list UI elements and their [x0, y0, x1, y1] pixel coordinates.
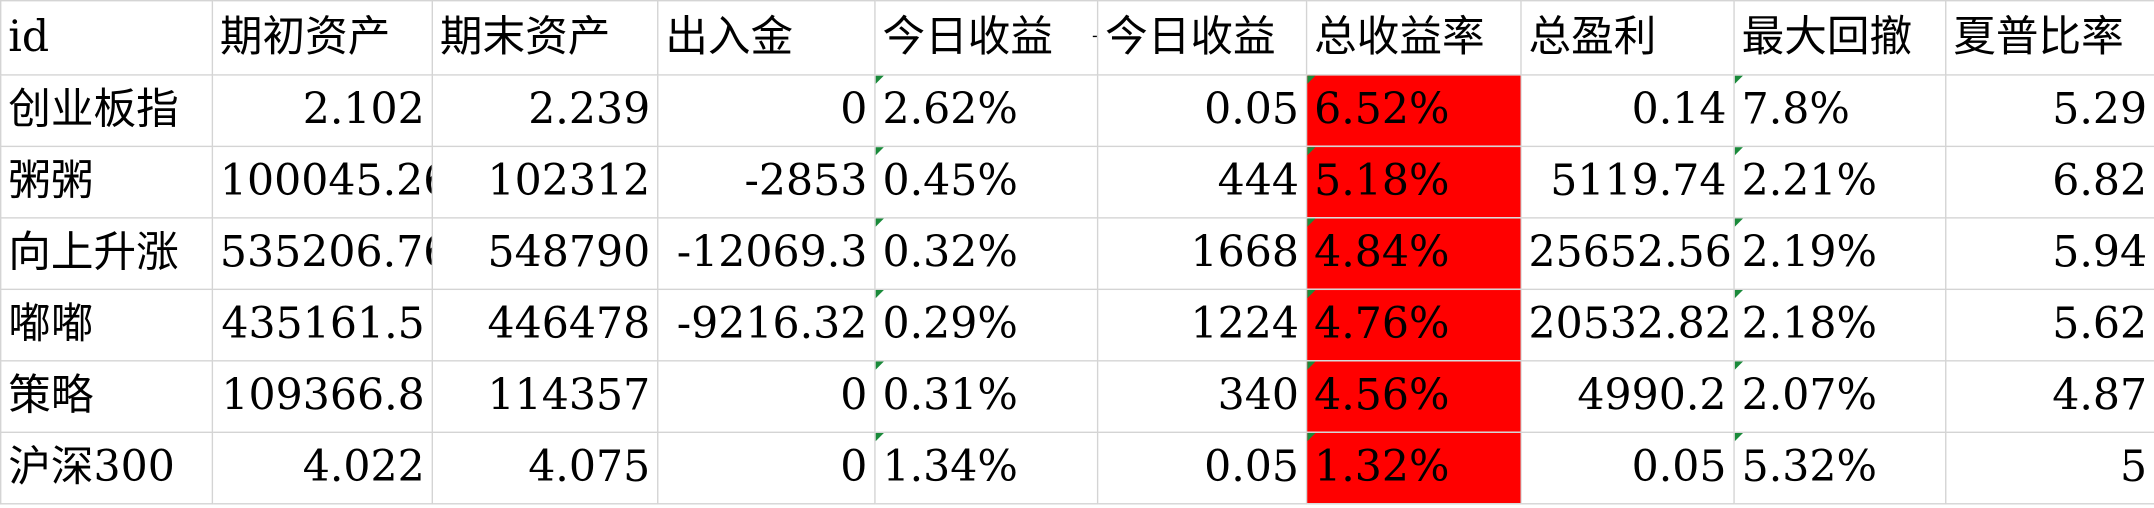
- cell-total-return-rate[interactable]: 1.32%: [1305, 431, 1522, 505]
- cell-today-return-pct[interactable]: 2.62%: [874, 74, 1099, 148]
- header-cell-max-drawdown[interactable]: 最大回撤: [1733, 0, 1947, 76]
- cell-today-return[interactable]: 444: [1096, 145, 1308, 219]
- cell-today-return[interactable]: 1668: [1096, 217, 1308, 291]
- cell-closing-assets[interactable]: 548790: [431, 217, 659, 291]
- text-number-marker-icon: [1307, 433, 1316, 442]
- text-number-marker-icon: [876, 362, 884, 370]
- header-cell-cash-flow[interactable]: 出入金: [657, 0, 876, 76]
- cell-today-return[interactable]: 340: [1096, 360, 1308, 433]
- cell-id[interactable]: 创业板指: [0, 74, 214, 148]
- cell-total-return-rate[interactable]: 6.52%: [1305, 74, 1522, 148]
- cell-sharpe-ratio[interactable]: 5.62: [1945, 288, 2154, 362]
- header-row: id 期初资产 期末资产 出入金 今日收益 今日收益 总收益率 总盈利 最大回撤…: [0, 0, 2154, 76]
- cell-total-profit[interactable]: 0.14: [1520, 74, 1735, 148]
- cell-sharpe-ratio[interactable]: 5: [1945, 431, 2154, 505]
- cell-closing-assets[interactable]: 2.239: [431, 74, 659, 148]
- text-number-marker-icon: [1307, 290, 1316, 299]
- cell-max-drawdown[interactable]: 7.8%: [1733, 74, 1947, 148]
- cell-closing-assets[interactable]: 4.075: [431, 431, 659, 505]
- cell-max-drawdown[interactable]: 2.18%: [1733, 288, 1947, 362]
- cell-id[interactable]: 粥粥: [0, 145, 214, 219]
- cell-sharpe-ratio[interactable]: 4.87: [1945, 360, 2154, 433]
- cell-total-profit[interactable]: 20532.82: [1520, 288, 1735, 362]
- cell-today-return-pct[interactable]: 0.31%: [874, 360, 1099, 433]
- text-number-marker-icon: [1735, 76, 1743, 84]
- cell-sharpe-ratio[interactable]: 5.94: [1945, 217, 2154, 291]
- table-row: 粥粥 100045.26 102312 -2853 0.45% 444 5.18…: [0, 145, 2154, 219]
- cell-total-return-rate[interactable]: 4.84%: [1305, 217, 1522, 291]
- text-number-marker-icon: [1735, 362, 1743, 370]
- header-cell-closing-assets[interactable]: 期末资产: [431, 0, 659, 76]
- text-number-marker-icon: [1307, 147, 1316, 156]
- header-cell-today-return-pct[interactable]: 今日收益: [874, 0, 1099, 76]
- cell-id[interactable]: 沪深300: [0, 431, 214, 505]
- cell-total-return-rate[interactable]: 5.18%: [1305, 145, 1522, 219]
- table-row: 沪深300 4.022 4.075 0 1.34% 0.05 1.32% 0.0…: [0, 431, 2154, 505]
- cell-cash-flow[interactable]: -9216.32: [657, 288, 876, 362]
- cell-opening-assets[interactable]: 2.102: [211, 74, 433, 148]
- cell-total-profit[interactable]: 25652.56: [1520, 217, 1735, 291]
- cell-max-drawdown[interactable]: 5.32%: [1733, 431, 1947, 505]
- cell-cash-flow[interactable]: -2853: [657, 145, 876, 219]
- text-number-marker-icon: [876, 290, 884, 299]
- cell-max-drawdown[interactable]: 2.21%: [1733, 145, 1947, 219]
- cell-opening-assets[interactable]: 435161.5: [211, 288, 433, 362]
- text-number-marker-icon: [1307, 76, 1316, 84]
- cell-today-return-pct[interactable]: 0.29%: [874, 288, 1099, 362]
- header-cell-opening-assets[interactable]: 期初资产: [211, 0, 433, 76]
- cell-opening-assets[interactable]: 109366.8: [211, 360, 433, 433]
- cell-max-drawdown[interactable]: 2.07%: [1733, 360, 1947, 433]
- header-cell-id[interactable]: id: [0, 0, 214, 76]
- cell-today-return-pct[interactable]: 0.32%: [874, 217, 1099, 291]
- cell-total-profit[interactable]: 0.05: [1520, 431, 1735, 505]
- cell-id[interactable]: 嘟嘟: [0, 288, 214, 362]
- text-number-marker-icon: [876, 76, 884, 84]
- text-number-marker-icon: [876, 147, 884, 156]
- header-cell-total-return-rate[interactable]: 总收益率: [1305, 0, 1522, 76]
- cell-max-drawdown[interactable]: 2.19%: [1733, 217, 1947, 291]
- cell-today-return[interactable]: 0.05: [1096, 74, 1308, 148]
- cell-today-return[interactable]: 0.05: [1096, 431, 1308, 505]
- header-cell-today-return[interactable]: 今日收益: [1096, 0, 1308, 76]
- cell-today-return-pct[interactable]: 0.45%: [874, 145, 1099, 219]
- table-row: 策略 109366.8 114357 0 0.31% 340 4.56% 499…: [0, 360, 2154, 433]
- text-number-marker-icon: [1307, 362, 1316, 370]
- header-cell-sharpe-ratio[interactable]: 夏普比率: [1945, 0, 2154, 76]
- cell-today-return[interactable]: 1224: [1096, 288, 1308, 362]
- cell-today-return-pct[interactable]: 1.34%: [874, 431, 1099, 505]
- table-row: 向上升涨 535206.76 548790 -12069.3 0.32% 166…: [0, 217, 2154, 291]
- text-number-marker-icon: [1735, 219, 1743, 227]
- cell-cash-flow[interactable]: 0: [657, 360, 876, 433]
- cell-closing-assets[interactable]: 446478: [431, 288, 659, 362]
- text-number-marker-icon: [1735, 433, 1743, 442]
- text-number-marker-icon: [1735, 290, 1743, 299]
- text-number-marker-icon: [876, 219, 884, 227]
- cell-total-return-rate[interactable]: 4.56%: [1305, 360, 1522, 433]
- cell-opening-assets[interactable]: 535206.76: [211, 217, 433, 291]
- cell-cash-flow[interactable]: -12069.3: [657, 217, 876, 291]
- cell-opening-assets[interactable]: 4.022: [211, 431, 433, 505]
- table-row: 创业板指 2.102 2.239 0 2.62% 0.05 6.52% 0.14…: [0, 74, 2154, 148]
- cell-id[interactable]: 向上升涨: [0, 217, 214, 291]
- cell-sharpe-ratio[interactable]: 6.82: [1945, 145, 2154, 219]
- text-number-marker-icon: [876, 433, 884, 442]
- cell-total-profit[interactable]: 5119.74: [1520, 145, 1735, 219]
- header-cell-total-profit[interactable]: 总盈利: [1520, 0, 1735, 76]
- cell-closing-assets[interactable]: 102312: [431, 145, 659, 219]
- cell-total-return-rate[interactable]: 4.76%: [1305, 288, 1522, 362]
- cell-opening-assets[interactable]: 100045.26: [211, 145, 433, 219]
- cell-sharpe-ratio[interactable]: 5.29: [1945, 74, 2154, 148]
- cell-cash-flow[interactable]: 0: [657, 431, 876, 505]
- cell-id[interactable]: 策略: [0, 360, 214, 433]
- cell-cash-flow[interactable]: 0: [657, 74, 876, 148]
- text-number-marker-icon: [1307, 219, 1316, 227]
- cell-closing-assets[interactable]: 114357: [431, 360, 659, 433]
- cell-total-profit[interactable]: 4990.2: [1520, 360, 1735, 433]
- text-number-marker-icon: [1735, 147, 1743, 156]
- table-row: 嘟嘟 435161.5 446478 -9216.32 0.29% 1224 4…: [0, 288, 2154, 362]
